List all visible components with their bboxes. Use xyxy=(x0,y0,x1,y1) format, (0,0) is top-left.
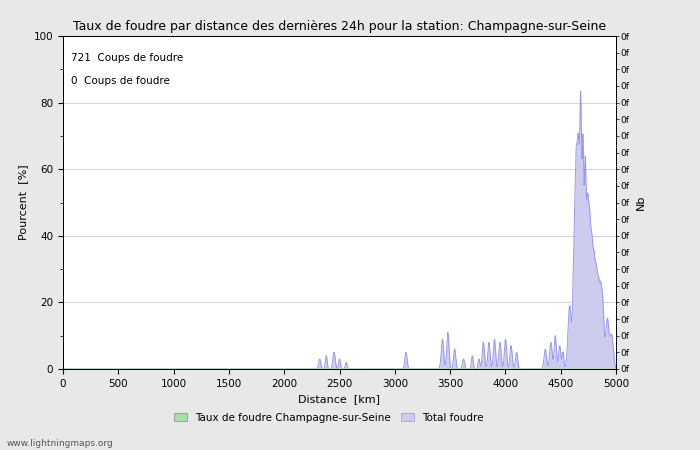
X-axis label: Distance  [km]: Distance [km] xyxy=(298,394,381,404)
Text: www.lightningmaps.org: www.lightningmaps.org xyxy=(7,439,113,448)
Text: 721  Coups de foudre: 721 Coups de foudre xyxy=(71,53,183,63)
Text: 0  Coups de foudre: 0 Coups de foudre xyxy=(71,76,170,86)
Legend: Taux de foudre Champagne-sur-Seine, Total foudre: Taux de foudre Champagne-sur-Seine, Tota… xyxy=(170,409,488,427)
Title: Taux de foudre par distance des dernières 24h pour la station: Champagne-sur-Sei: Taux de foudre par distance des dernière… xyxy=(73,20,606,33)
Y-axis label: Nb: Nb xyxy=(636,195,645,210)
Y-axis label: Pourcent  [%]: Pourcent [%] xyxy=(18,165,28,240)
